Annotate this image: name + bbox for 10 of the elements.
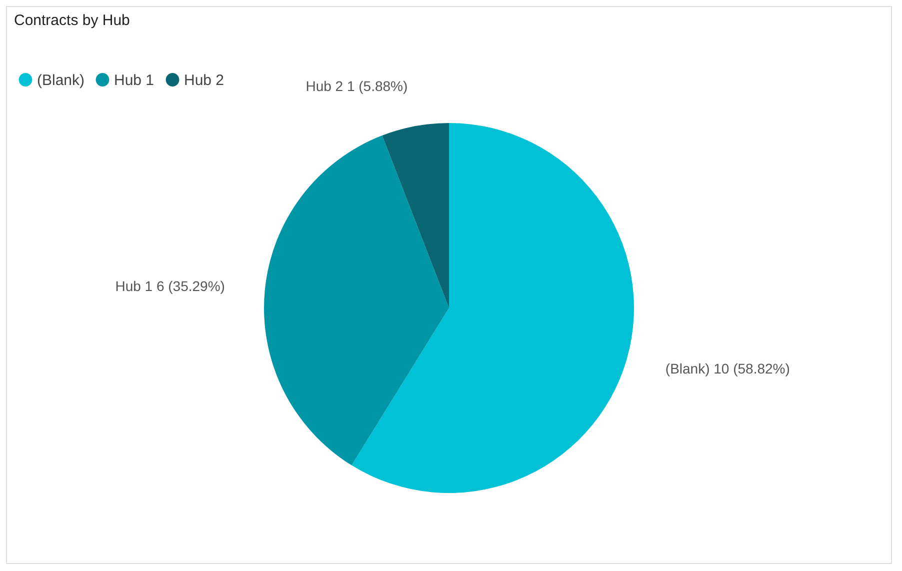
category-label: Hub 1 6 (35.29%)	[115, 278, 225, 294]
category-label: (Blank) 10 (58.82%)	[665, 360, 790, 377]
pie-slice	[352, 123, 634, 493]
legend-label: Hub 1	[114, 72, 154, 89]
legend-label: Hub 2	[184, 72, 224, 89]
legend-label: (Blank)	[37, 72, 85, 89]
pie-slice	[264, 135, 449, 466]
category-label: Hub 2 1 (5.88%)	[306, 78, 408, 94]
pie-slice	[382, 123, 449, 308]
chart-title: Contracts by Hub	[14, 12, 130, 29]
